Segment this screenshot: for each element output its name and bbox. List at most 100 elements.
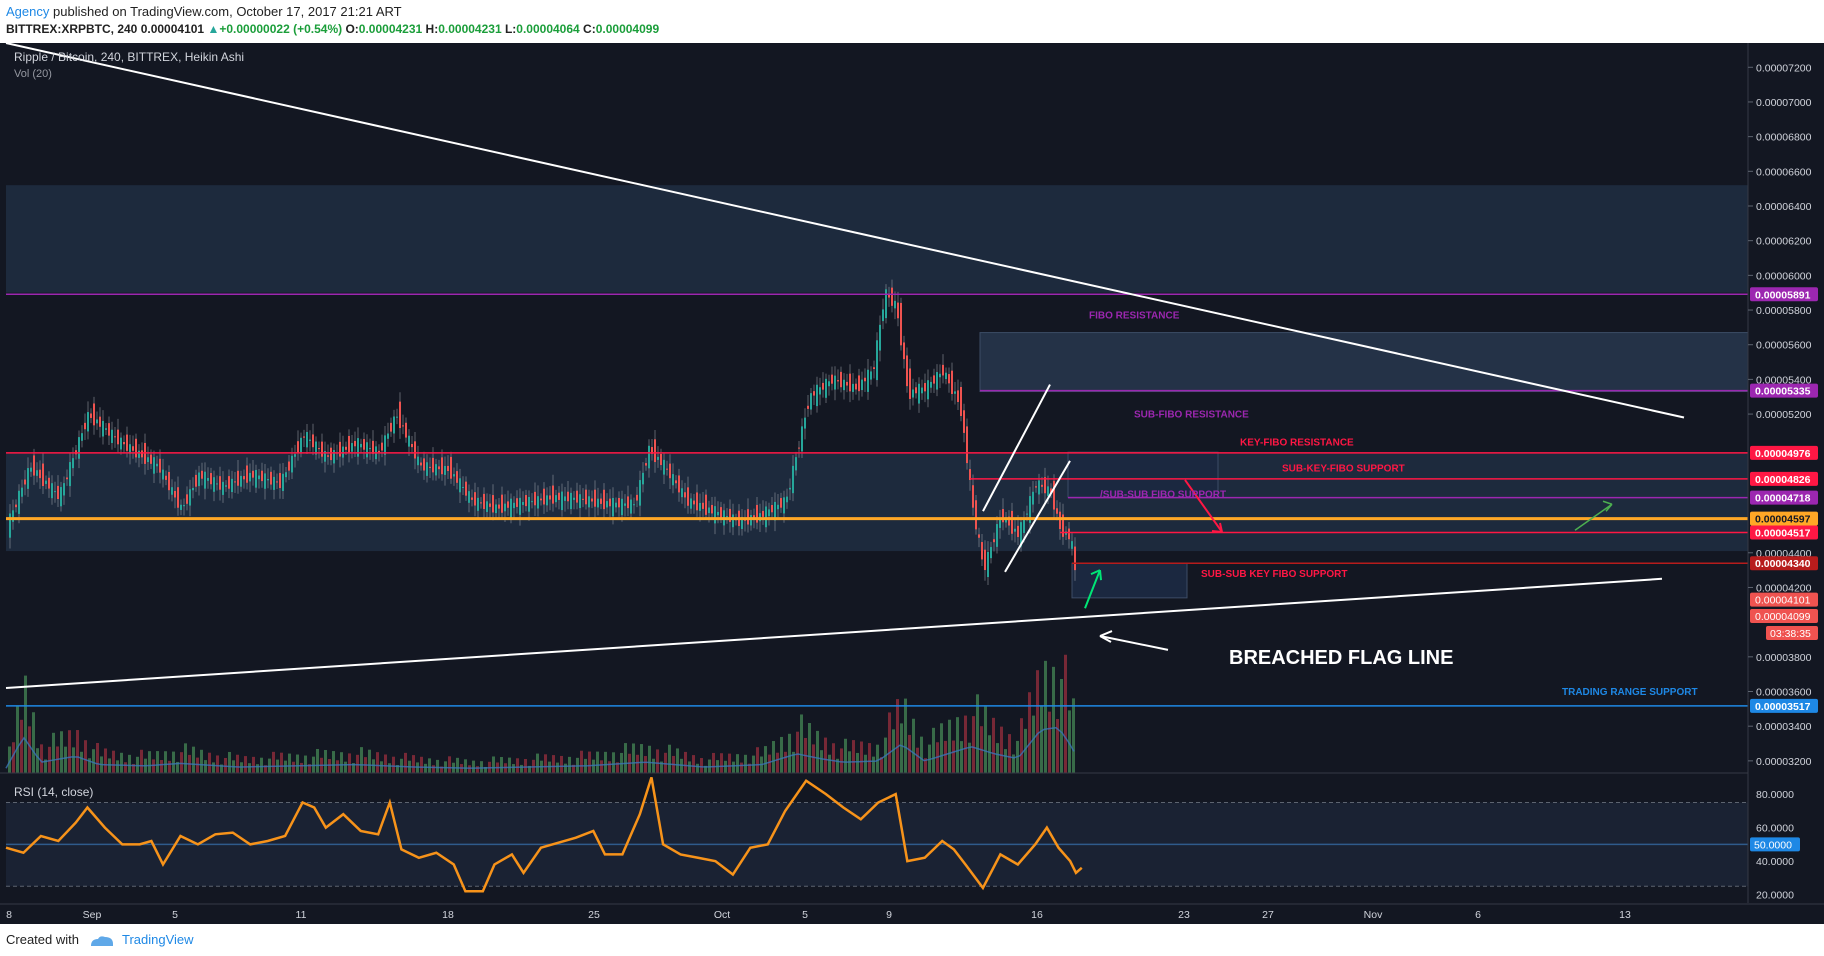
candle-body: [924, 383, 926, 392]
symbol-label: BITTREX:XRPBTC, 240: [6, 22, 138, 36]
price-tick-label: 0.00007000: [1756, 97, 1812, 109]
candle-body: [249, 472, 251, 482]
candle-body: [948, 374, 950, 384]
candle-body: [879, 324, 881, 351]
candle-body: [1032, 491, 1034, 505]
volume-bar: [676, 748, 679, 773]
time-tick-label: 5: [802, 909, 808, 921]
volume-bar: [324, 749, 327, 773]
volume-bar: [96, 742, 99, 773]
volume-bar: [564, 763, 567, 773]
candle-body: [882, 309, 884, 322]
volume-bar: [1040, 706, 1043, 773]
candle-body: [231, 478, 233, 493]
candle-body: [780, 498, 782, 508]
price-tick-label: 0.00004200: [1756, 582, 1812, 594]
breach-arrow: [1099, 635, 1169, 651]
candle-body: [45, 480, 47, 484]
volume-bar: [704, 765, 707, 773]
candle-body: [1020, 522, 1022, 547]
candle-body: [813, 391, 815, 396]
candle-body: [330, 447, 332, 461]
candle-body: [390, 422, 392, 432]
candle-body: [345, 446, 347, 450]
volume-bar: [1068, 710, 1071, 773]
volume-bar: [560, 755, 563, 773]
tradingview-link[interactable]: TradingView: [122, 932, 194, 947]
author-link[interactable]: Agency: [6, 4, 50, 19]
candle-body: [438, 466, 440, 470]
volume-bar: [972, 716, 975, 773]
volume-bar: [468, 765, 471, 773]
candle-body: [549, 495, 551, 500]
candle-body: [540, 498, 542, 501]
volume-bar: [356, 754, 359, 773]
candle-body: [300, 437, 302, 453]
candle-body: [834, 375, 836, 390]
candle-body: [939, 373, 941, 378]
candle-body: [291, 455, 293, 473]
candle-body: [726, 516, 728, 518]
candle-body: [930, 381, 932, 388]
volume-bar: [228, 751, 231, 773]
volume-bar: [1064, 654, 1067, 773]
volume-bar: [376, 752, 379, 773]
candle-body: [654, 439, 656, 463]
volume-bar: [892, 729, 895, 773]
price-level-tag-label: 0.00004826: [1755, 474, 1811, 486]
candle-body: [21, 487, 23, 497]
candle-body: [225, 485, 227, 487]
candle-body: [1026, 513, 1028, 515]
candle-body: [468, 491, 470, 503]
candle-body: [207, 477, 209, 481]
volume-bar: [184, 743, 187, 773]
volume-bar: [236, 754, 239, 773]
price-level-tag: [1750, 511, 1818, 526]
candle-body: [1062, 514, 1064, 537]
volume-bar: [772, 741, 775, 773]
candle-body: [435, 464, 437, 476]
price-level-tag-label: 0.00004718: [1755, 493, 1811, 505]
flag-line-lower: [1004, 460, 1071, 573]
volume-bar: [764, 746, 767, 773]
candle-body: [87, 412, 89, 432]
volume-bar: [352, 763, 355, 773]
candle-body: [363, 439, 365, 450]
axis-layer: 0.00007200 0.00007000 0.00006800 0.00006600…: [0, 43, 1824, 921]
tradingview-logo-icon: [90, 935, 113, 946]
candle-body: [798, 447, 800, 449]
candle-body: [576, 490, 578, 503]
trading-chart[interactable]: FIBO RESISTANCE SUB-FIBO RESISTANCE KEY-FI…: [0, 43, 1824, 924]
candle-body: [564, 496, 566, 501]
candle-body: [486, 501, 488, 512]
candle-body: [198, 472, 200, 487]
volume-bar: [832, 743, 835, 773]
candle-body: [1008, 516, 1010, 526]
candle-body: [387, 433, 389, 439]
candle-body: [162, 469, 164, 480]
volume-bar: [340, 752, 343, 773]
time-tick-label: 8: [6, 909, 12, 921]
candle-body: [771, 504, 773, 513]
volume-bar: [780, 736, 783, 773]
volume-bar: [1052, 666, 1055, 773]
price-tick-label: 0.00003800: [1756, 652, 1812, 664]
price-level-tag-label: 0.00004597: [1755, 514, 1811, 526]
volume-bar: [304, 755, 307, 773]
volume-bar: [388, 763, 391, 773]
candle-body: [531, 501, 533, 503]
volume-bar: [296, 754, 299, 773]
candle-body: [159, 458, 161, 473]
volume-bar: [212, 762, 215, 773]
candle-body: [252, 470, 254, 478]
candle-body: [357, 438, 359, 457]
candle-body: [354, 440, 356, 447]
volume-bar: [756, 747, 759, 773]
candle-body: [381, 442, 383, 451]
rsi-indicator-label: RSI (14, close): [14, 785, 93, 799]
candle-body: [432, 457, 434, 473]
candle-body: [489, 503, 491, 507]
countdown-tag: [1766, 625, 1818, 640]
candle-body: [186, 494, 188, 504]
volume-bar: [632, 743, 635, 773]
